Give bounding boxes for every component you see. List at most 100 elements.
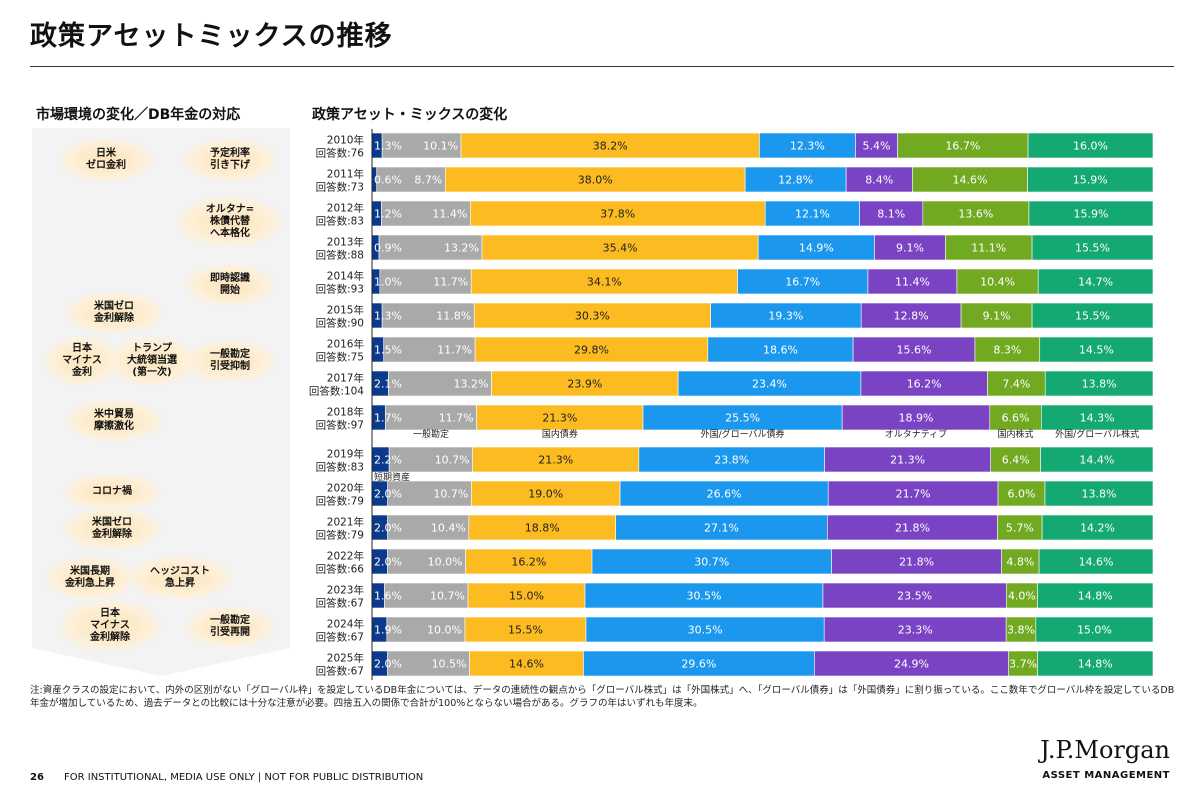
bar-10-外国/グローバル株式: [1044, 480, 1154, 507]
bar-0-オルタナティブ: [855, 132, 898, 159]
data-label-6-1: 11.7%: [437, 344, 472, 357]
data-label-13-4: 23.5%: [897, 590, 932, 603]
bar-10-国内債券: [471, 480, 621, 507]
data-label-2-2: 37.8%: [600, 208, 635, 221]
bar-15-オルタナティブ: [814, 650, 1009, 677]
data-label-0-3: 12.3%: [790, 140, 825, 153]
bar-4-オルタナティブ: [867, 268, 958, 295]
count-label-4: 回答数:93: [316, 283, 364, 296]
data-label-5-3: 19.3%: [768, 310, 803, 323]
bar-8-オルタナティブ: [841, 404, 991, 431]
data-label-11-1: 10.4%: [431, 522, 466, 535]
data-label-5-1: 11.8%: [436, 310, 471, 323]
data-label-9-2: 21.3%: [538, 454, 573, 467]
data-label-13-0: 1.6%: [374, 590, 402, 603]
series-label-1: 国内債券: [542, 428, 578, 440]
data-label-12-1: 10.0%: [428, 556, 463, 569]
data-label-2-4: 8.1%: [877, 208, 905, 221]
bar-6-外国/グローバル債券: [707, 336, 854, 363]
year-label-14: 2024年: [327, 618, 364, 631]
bar-3-国内株式: [945, 234, 1033, 261]
data-label-4-3: 16.7%: [785, 276, 820, 289]
bar-12-外国/グローバル債券: [591, 548, 832, 575]
data-label-13-5: 4.0%: [1008, 590, 1036, 603]
bar-4-外国/グローバル株式: [1037, 268, 1154, 295]
data-label-5-2: 30.3%: [575, 310, 610, 323]
event-immediate-recognition: 即時認識 開始: [184, 264, 276, 306]
data-label-14-6: 15.0%: [1077, 624, 1112, 637]
data-label-6-4: 15.6%: [897, 344, 932, 357]
data-label-7-4: 16.2%: [907, 378, 942, 391]
data-label-1-3: 12.8%: [778, 174, 813, 187]
event-trump-election: トランプ 大統領当選 (第一次): [108, 336, 196, 386]
year-label-2: 2012年: [327, 202, 364, 215]
year-label-8: 2018年: [327, 406, 364, 419]
bar-9-外国/グローバル債券: [638, 446, 825, 473]
bar-4-外国/グローバル債券: [737, 268, 869, 295]
bar-0-外国/グローバル債券: [759, 132, 856, 159]
data-label-4-6: 14.7%: [1078, 276, 1113, 289]
data-label-5-5: 9.1%: [983, 310, 1011, 323]
event-us-long-rate-rise: 米国長期 金利急上昇: [44, 556, 136, 600]
count-label-8: 回答数:97: [316, 419, 364, 432]
bar-11-一般勘定: [387, 514, 470, 541]
year-label-6: 2016年: [327, 338, 364, 351]
data-label-10-1: 10.7%: [433, 488, 468, 501]
data-label-0-6: 16.0%: [1073, 140, 1108, 153]
data-label-6-3: 18.6%: [763, 344, 798, 357]
disclaimer: FOR INSTITUTIONAL, MEDIA USE ONLY | NOT …: [64, 772, 424, 783]
data-label-7-5: 7.4%: [1002, 378, 1030, 391]
count-label-0: 回答数:76: [316, 147, 365, 160]
data-label-8-5: 6.6%: [1002, 412, 1030, 425]
footnote: 注:資産クラスの設定において、内外の区別がない「グローバル枠」を設定しているDB…: [30, 685, 1175, 709]
data-label-12-0: 2.0%: [374, 556, 402, 569]
data-label-8-1: 11.7%: [439, 412, 474, 425]
bar-5-外国/グローバル株式: [1031, 302, 1154, 329]
data-label-12-6: 14.6%: [1079, 556, 1114, 569]
bar-1-一般勘定: [376, 166, 446, 193]
count-label-5: 回答数:90: [316, 317, 364, 330]
data-label-13-3: 30.5%: [687, 590, 722, 603]
bar-14-外国/グローバル債券: [585, 616, 825, 643]
bar-15-国内債券: [469, 650, 584, 677]
data-label-4-4: 11.4%: [895, 276, 930, 289]
bar-3-外国/グローバル債券: [757, 234, 875, 261]
bar-1-外国/グローバル株式: [1027, 166, 1154, 193]
bar-5-国内株式: [960, 302, 1033, 329]
data-label-9-1: 10.7%: [435, 454, 470, 467]
data-label-8-4: 18.9%: [898, 412, 933, 425]
bar-7-国内債券: [491, 370, 679, 397]
count-label-12: 回答数:66: [316, 563, 365, 576]
data-label-12-2: 16.2%: [511, 556, 546, 569]
bar-11-国内株式: [997, 514, 1043, 541]
count-label-9: 回答数:83: [316, 461, 364, 474]
data-label-15-6: 14.8%: [1078, 658, 1113, 671]
data-label-4-1: 11.7%: [433, 276, 468, 289]
count-label-1: 回答数:73: [316, 181, 364, 194]
bar-9-国内債券: [472, 446, 640, 473]
data-label-1-1: 8.7%: [414, 174, 442, 187]
bar-1-オルタナティブ: [845, 166, 913, 193]
data-label-11-5: 5.7%: [1006, 522, 1034, 535]
data-label-1-4: 8.4%: [865, 174, 893, 187]
bar-15-一般勘定: [387, 650, 470, 677]
data-label-9-4: 21.3%: [890, 454, 925, 467]
data-label-2-1: 11.4%: [432, 208, 467, 221]
data-label-4-0: 1.0%: [374, 276, 402, 289]
bar-14-外国/グローバル株式: [1035, 616, 1154, 643]
bar-8-一般勘定: [384, 404, 477, 431]
bar-0-国内株式: [897, 132, 1029, 159]
bar-14-オルタナティブ: [823, 616, 1007, 643]
data-label-14-3: 30.5%: [688, 624, 723, 637]
data-label-3-6: 15.5%: [1075, 242, 1110, 255]
data-label-7-3: 23.4%: [752, 378, 787, 391]
data-label-2-3: 12.1%: [795, 208, 830, 221]
data-label-13-2: 15.0%: [509, 590, 544, 603]
data-label-11-2: 18.8%: [525, 522, 560, 535]
year-label-12: 2022年: [327, 550, 364, 563]
data-label-4-2: 34.1%: [587, 276, 622, 289]
bar-13-一般勘定: [384, 582, 469, 609]
year-label-11: 2021年: [327, 516, 364, 529]
logo-subtitle: ASSET MANAGEMENT: [1042, 770, 1170, 781]
bar-5-外国/グローバル債券: [710, 302, 862, 329]
